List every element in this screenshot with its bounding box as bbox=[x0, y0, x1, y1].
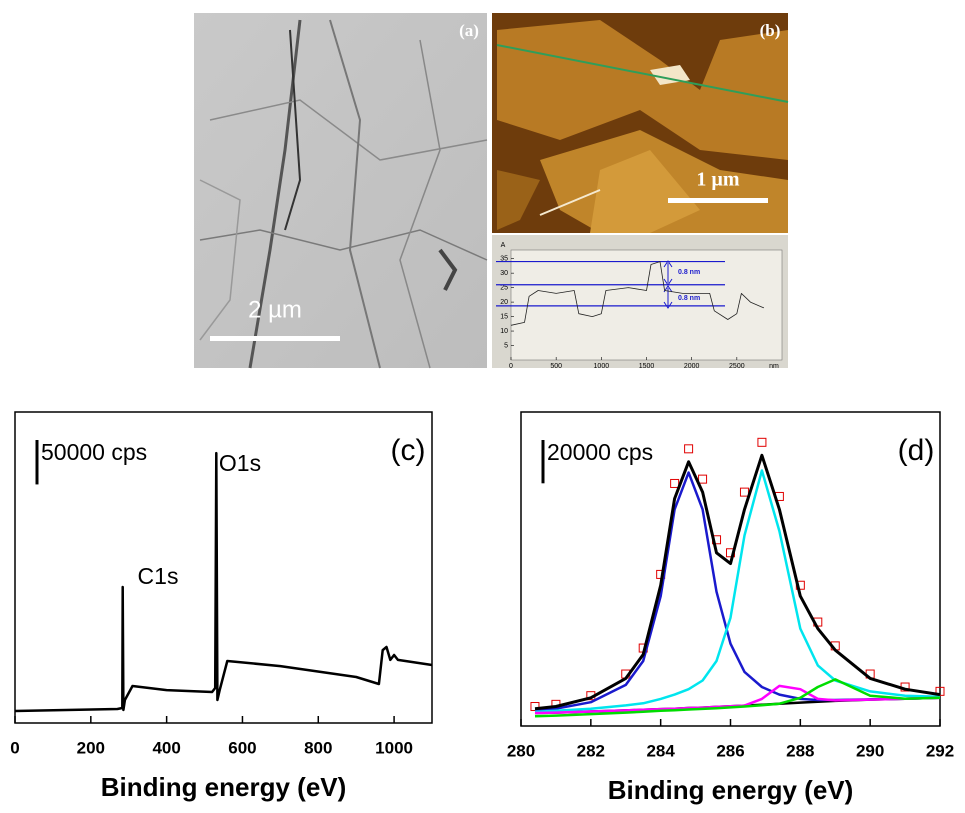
figure: 2 µm (a) 1 µm (b) 0500100015002000250051… bbox=[0, 0, 965, 813]
x-tick-label: 1000 bbox=[375, 738, 413, 757]
y-tick-label: 10 bbox=[500, 328, 508, 335]
x-tick-label: 2500 bbox=[729, 363, 745, 370]
x-tick-label: 282 bbox=[577, 741, 605, 760]
data-line bbox=[535, 473, 940, 711]
data-line bbox=[15, 453, 432, 711]
panel-label: (a) bbox=[459, 21, 479, 40]
x-tick-label: 0 bbox=[509, 363, 513, 370]
x-tick-label: 290 bbox=[856, 741, 884, 760]
x-tick-label: 200 bbox=[77, 738, 105, 757]
x-tick-label: 0 bbox=[10, 738, 19, 757]
scale-label: 20000 cps bbox=[547, 439, 653, 465]
panel-label: (d) bbox=[898, 434, 935, 467]
scale-label: 2 µm bbox=[248, 296, 302, 323]
data-point bbox=[685, 445, 693, 453]
y-tick-label: 5 bbox=[504, 342, 508, 349]
x-tick-label: 280 bbox=[507, 741, 535, 760]
x-axis-label: Binding energy (eV) bbox=[608, 775, 854, 805]
data-line bbox=[535, 471, 940, 712]
x-tick-label: 400 bbox=[152, 738, 180, 757]
scale-label: 50000 cps bbox=[41, 439, 147, 465]
panel-label: (c) bbox=[391, 434, 426, 467]
x-unit: nm bbox=[769, 363, 779, 370]
x-tick-label: 500 bbox=[550, 363, 562, 370]
annotation: 0.8 nm bbox=[678, 269, 700, 276]
x-tick-label: 800 bbox=[304, 738, 332, 757]
y-tick-label: 20 bbox=[500, 299, 508, 306]
y-unit: A bbox=[501, 242, 506, 249]
x-tick-label: 284 bbox=[646, 741, 675, 760]
y-tick-label: 30 bbox=[500, 270, 508, 277]
x-tick-label: 2000 bbox=[684, 363, 700, 370]
data-point bbox=[699, 475, 707, 483]
data-point bbox=[740, 488, 748, 496]
panel-label: (b) bbox=[760, 21, 781, 40]
data-point bbox=[758, 438, 766, 446]
x-tick-label: 292 bbox=[926, 741, 954, 760]
annotation: C1s bbox=[138, 563, 179, 589]
tem-image: 2 µm (a) bbox=[194, 13, 487, 368]
y-tick-label: 15 bbox=[500, 313, 508, 320]
x-axis-label: Binding energy (eV) bbox=[101, 772, 347, 802]
scale-label: 1 µm bbox=[696, 169, 740, 191]
x-tick-label: 286 bbox=[716, 741, 744, 760]
x-tick-label: 1000 bbox=[594, 363, 610, 370]
annotation: 0.8 nm bbox=[678, 295, 700, 302]
annotation: O1s bbox=[219, 450, 261, 476]
x-tick-label: 600 bbox=[228, 738, 256, 757]
y-tick-label: 25 bbox=[500, 284, 508, 291]
data-point bbox=[671, 479, 679, 487]
x-tick-label: 288 bbox=[786, 741, 814, 760]
afm-image: 1 µm (b) bbox=[492, 13, 788, 368]
x-tick-label: 1500 bbox=[639, 363, 655, 370]
